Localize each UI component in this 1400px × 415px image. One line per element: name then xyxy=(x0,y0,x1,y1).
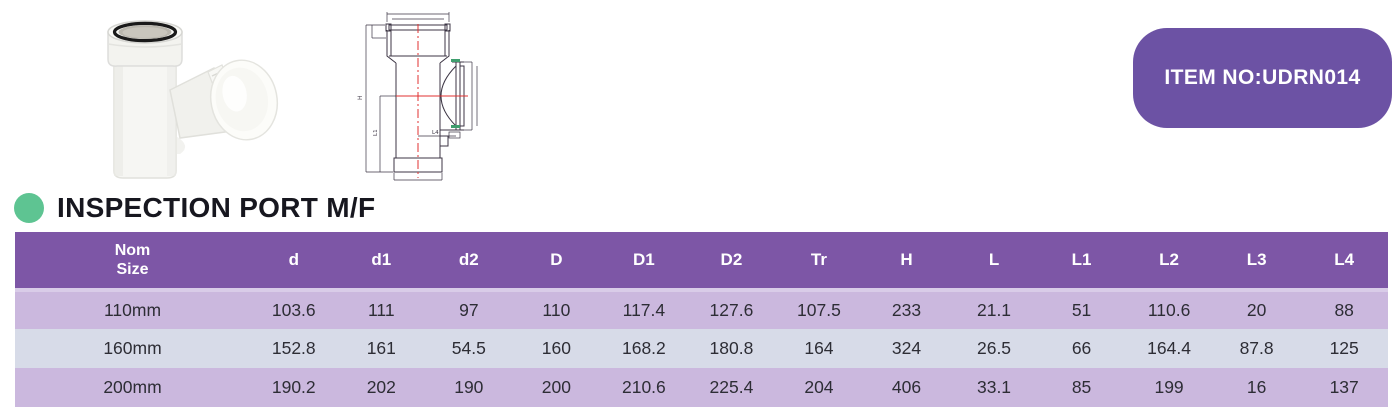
column-header: d1 xyxy=(337,232,426,292)
column-header: d2 xyxy=(425,232,513,292)
cell: 200mm xyxy=(103,377,162,397)
cell: 20 xyxy=(1246,300,1267,320)
cell: 152.8 xyxy=(271,338,316,358)
cell: 88 xyxy=(1334,300,1354,320)
cell: 161 xyxy=(366,338,396,358)
product-photo-image xyxy=(107,20,279,179)
cell: 168.2 xyxy=(621,338,666,358)
cell: 210.6 xyxy=(621,377,666,397)
column-header: Tr xyxy=(775,232,863,292)
cell: 127.6 xyxy=(709,300,754,320)
cell: 204 xyxy=(804,377,834,397)
cell: 202 xyxy=(366,377,396,397)
cell: 125 xyxy=(1329,338,1359,358)
bullet-dot-icon xyxy=(14,193,44,223)
cell: 199 xyxy=(1154,377,1184,397)
cell: 164 xyxy=(804,338,834,358)
table-row: 110mm 103.6 111 97 110 117.4 127.6 107.5 233 21.1… xyxy=(15,290,1388,329)
spec-table: Nom Size d d1 d2 D D1 D2 Tr H L L1 L2 L3 L4 110mm 103.… xyxy=(15,232,1388,407)
cell: 110.6 xyxy=(1147,300,1191,320)
technical-drawing-image: H L1 L4 xyxy=(357,12,478,181)
dim-label-h: H xyxy=(357,95,364,100)
cell: 160 xyxy=(541,338,571,358)
item-number-badge: ITEM NO:UDRN014 xyxy=(1133,28,1392,128)
cell: 180.8 xyxy=(709,338,754,358)
cell: 200 xyxy=(541,377,571,397)
cell: 85 xyxy=(1071,377,1092,397)
item-number-label: ITEM NO:UDRN014 xyxy=(1164,66,1361,89)
column-header: D1 xyxy=(600,232,688,292)
cell: 164.4 xyxy=(1147,338,1191,358)
cell: 137 xyxy=(1329,377,1359,397)
cell: 406 xyxy=(891,377,922,397)
column-header: Nom Size xyxy=(15,232,250,292)
column-header: D2 xyxy=(687,232,776,292)
cell: 66 xyxy=(1071,338,1092,358)
spec-table-head: Nom Size d d1 d2 D D1 D2 Tr H L L1 L2 L3 L4 xyxy=(15,232,1388,292)
cell: 16 xyxy=(1246,377,1267,397)
column-header: D xyxy=(512,232,601,292)
column-header: L xyxy=(950,232,1038,292)
product-photo xyxy=(82,4,304,190)
header-row: Nom Size d d1 d2 D D1 D2 Tr H L L1 L2 L3 L4 xyxy=(15,232,1388,292)
cell: 160mm xyxy=(103,338,162,358)
cell: 233 xyxy=(891,300,922,320)
cell: 190.2 xyxy=(271,377,316,397)
cell: 54.5 xyxy=(451,338,486,358)
dim-label-l1: L1 xyxy=(373,129,379,136)
table-row: 160mm 152.8 161 54.5 160 168.2 180.8 164 324 26.5… xyxy=(15,329,1388,368)
cell: 117.4 xyxy=(622,300,666,320)
cell: 97 xyxy=(459,300,479,320)
cell: 110mm xyxy=(103,300,162,320)
cell: 87.8 xyxy=(1239,338,1274,358)
cell: 33.1 xyxy=(976,377,1012,397)
spec-table-body: 110mm 103.6 111 97 110 117.4 127.6 107.5 233 21.1… xyxy=(15,290,1388,407)
table-row: 200mm 190.2 202 190 200 210.6 225.4 204 406 33.1 8… xyxy=(15,368,1388,407)
section-heading: INSPECTION PORT M/F xyxy=(14,190,375,226)
cell: 103.6 xyxy=(271,300,316,320)
column-header: d xyxy=(250,232,338,292)
cell: 190 xyxy=(454,377,484,397)
column-header: L2 xyxy=(1125,232,1213,292)
cell: 225.4 xyxy=(709,377,754,397)
page-title: INSPECTION PORT M/F xyxy=(57,192,376,223)
cell: 51 xyxy=(1071,300,1092,320)
cell: 111 xyxy=(367,300,395,320)
column-header: L1 xyxy=(1037,232,1126,292)
cell: 324 xyxy=(891,338,922,358)
cell: 26.5 xyxy=(976,338,1012,358)
cell: 110 xyxy=(542,300,571,320)
cell: 21.1 xyxy=(976,300,1012,320)
technical-drawing: H L1 L4 xyxy=(356,8,504,192)
column-header: L3 xyxy=(1212,232,1301,292)
dim-label-l4: L4 xyxy=(432,130,439,136)
cell: 107.5 xyxy=(797,300,841,320)
column-header: L4 xyxy=(1300,232,1388,292)
column-header: H xyxy=(862,232,951,292)
